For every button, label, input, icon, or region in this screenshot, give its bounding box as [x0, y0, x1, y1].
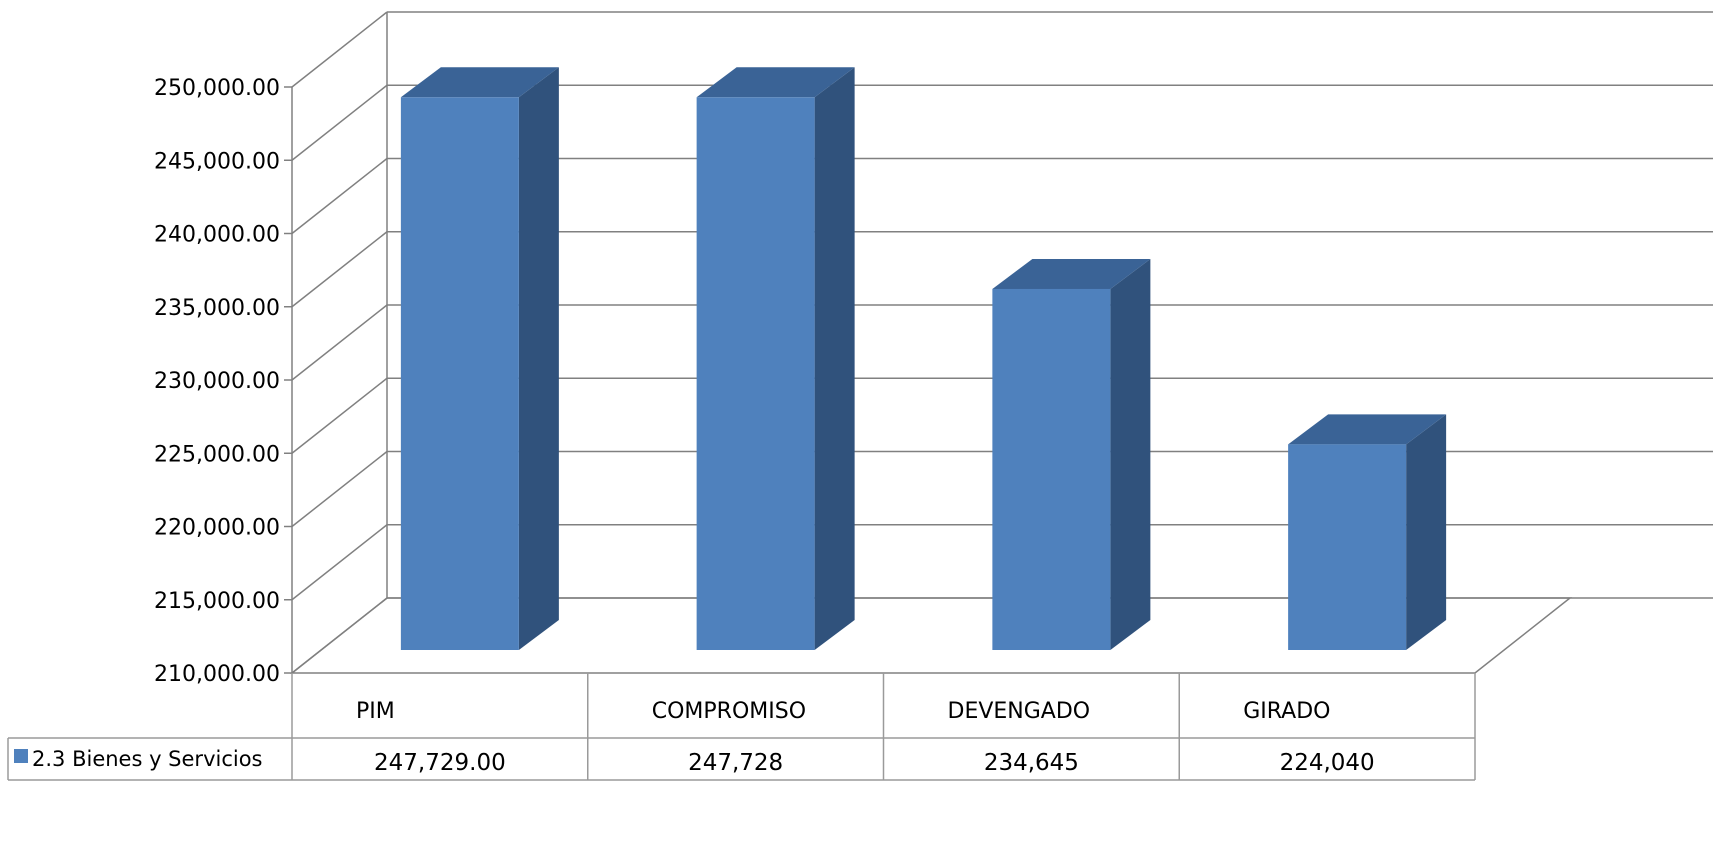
bar [1288, 444, 1407, 650]
category-label: DEVENGADO [948, 699, 1091, 724]
data-label: 247,728 [688, 750, 783, 776]
data-table: PIM COMPROMISO DEVENGADO GIRADO 247,729.00 24… [7, 673, 1476, 781]
bar-top [696, 67, 855, 98]
bars [400, 67, 1447, 651]
bar-top [400, 67, 559, 98]
data-label: 234,645 [984, 750, 1079, 776]
y-tick-label: 235,000.00 [154, 296, 280, 321]
legend-swatch [14, 749, 28, 763]
category-label: COMPROMISO [652, 699, 806, 724]
bar-top [1288, 414, 1447, 445]
gridline-diagonal [291, 157, 388, 235]
gridline-diagonal [291, 11, 388, 88]
bar-side [518, 67, 559, 651]
gridline-diagonal [291, 84, 388, 161]
gridline-diagonal [291, 597, 388, 674]
bar [696, 97, 815, 651]
category-label: PIM [356, 699, 395, 724]
bar [400, 97, 519, 651]
y-axis-tick-labels: 210,000.00 215,000.00 220,000.00 225,000.00… [154, 76, 280, 687]
data-label: 224,040 [1280, 750, 1375, 776]
y-tick-label: 225,000.00 [154, 442, 280, 467]
bar-side [1110, 258, 1151, 650]
bar [992, 288, 1111, 650]
y-tick-label: 240,000.00 [154, 223, 280, 248]
gridline-diagonal [291, 450, 388, 528]
y-tick-label: 220,000.00 [154, 516, 280, 541]
y-tick-label: 230,000.00 [154, 369, 280, 394]
gridline-diagonal [291, 304, 388, 381]
data-label: 247,729.00 [374, 750, 506, 776]
y-tick-label: 210,000.00 [154, 662, 280, 687]
gridline-diagonal [291, 524, 388, 601]
legend-label: 2.3 Bienes y Servicios [32, 747, 263, 771]
bar-top [992, 258, 1151, 289]
y-tick-label: 215,000.00 [154, 589, 280, 614]
gridline-diagonal [291, 377, 388, 454]
y-tick-label: 245,000.00 [154, 149, 280, 174]
category-label: GIRADO [1243, 699, 1330, 724]
bar-side [1406, 414, 1447, 650]
y-tick-label: 250,000.00 [154, 76, 280, 101]
gridline-diagonal [291, 231, 388, 308]
bar-side [814, 67, 855, 651]
